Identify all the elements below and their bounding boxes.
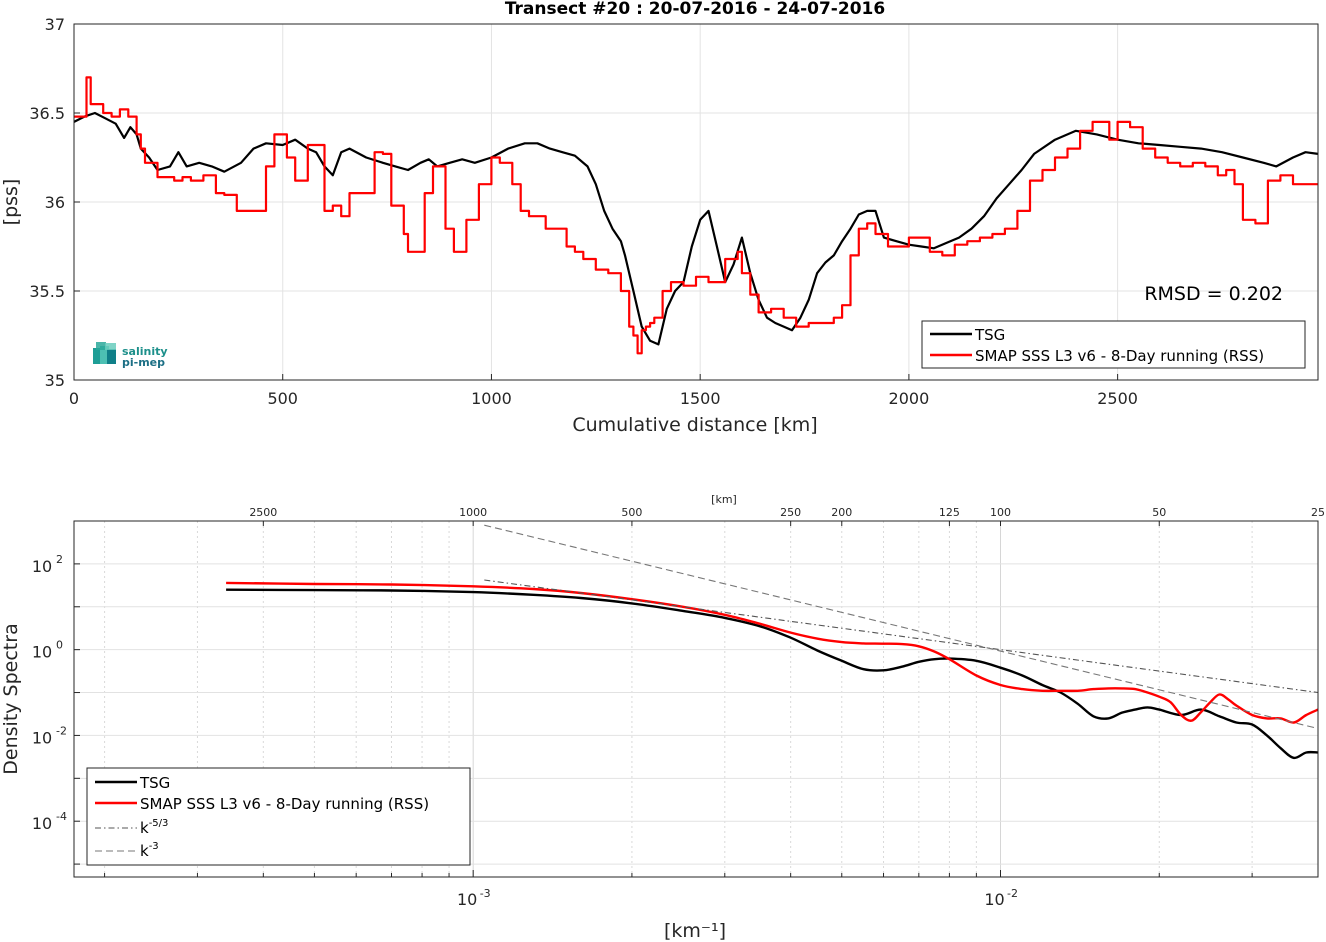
top-tick-label: 100: [990, 506, 1011, 519]
x-tick-label: 0: [69, 389, 79, 408]
x-tick-exponent: -3: [480, 887, 491, 900]
salinity-transect-chart: Transect #20 : 20-07-2016 - 24-07-2016 0…: [0, 0, 1319, 436]
rmsd-annotation: RMSD = 0.202: [1144, 283, 1283, 305]
bottom-legend: TSG SMAP SSS L3 v6 - 8-Day running (RSS)…: [86, 767, 471, 866]
top-y-axis: 35 35.5 36 36.5 37: [29, 15, 80, 390]
top-tick-label: 125: [939, 506, 960, 519]
legend-label-k53: k-5/3: [140, 818, 168, 837]
x-tick-label: 10: [984, 890, 1004, 909]
bottom-y-axis: 10 2 10 0 10 -2 10 -4: [32, 553, 80, 865]
x-tick-label: 2000: [889, 389, 930, 408]
x-tick-label: 2500: [1097, 389, 1138, 408]
chart-title: Transect #20 : 20-07-2016 - 24-07-2016: [505, 0, 885, 19]
top-tick-label: 500: [621, 506, 642, 519]
top-grid: [74, 24, 1318, 380]
top-legend-box: [921, 320, 1306, 369]
series-line-smap: [74, 76, 1318, 355]
x-tick-label: 500: [267, 389, 298, 408]
top-plot-area: [73, 76, 1319, 355]
legend-label-tsg: TSG: [974, 326, 1005, 344]
bottom-top-km-axis: 2500 1000 500 250 200 125 100 50 25: [249, 506, 1325, 526]
bottom-plot-area: [226, 524, 1318, 760]
legend-label-k3-exp: -3: [149, 841, 159, 852]
bottom-x-axis: 10 -3 10 -2: [104, 870, 1319, 909]
y-tick-label: 35.5: [29, 282, 65, 301]
bottom-top-axis-label: [km]: [711, 493, 737, 506]
y-tick-label: 37: [45, 15, 65, 34]
legend-label-k53-base: k: [140, 819, 149, 837]
bottom-x-axis-label: [km⁻¹]: [664, 920, 726, 942]
x-tick-exponent: -2: [1007, 887, 1018, 900]
top-tick-label: 200: [831, 506, 852, 519]
x-tick-label: 10: [457, 890, 477, 909]
series-line-tsg: [226, 588, 1318, 760]
y-tick-exponent: 0: [56, 639, 63, 652]
legend-label-k53-exp: -5/3: [149, 818, 169, 829]
logo-text-line2: pi-mep: [122, 356, 165, 369]
legend-label-tsg: TSG: [139, 774, 170, 792]
salinity-pi-mep-logo: salinity pi-mep: [93, 342, 168, 369]
top-legend: TSG SMAP SSS L3 v6 - 8-Day running (RSS): [921, 320, 1306, 369]
bottom-y-axis-label: Density Spectra: [0, 623, 22, 774]
y-tick-label: 10: [32, 557, 52, 576]
y-tick-label: 36.5: [29, 104, 65, 123]
series-line-smap: [226, 581, 1318, 724]
bottom-axes-box: [73, 520, 1319, 878]
y-tick-label: 10: [32, 643, 52, 662]
bottom-legend-box: [86, 767, 471, 866]
legend-label-smap: SMAP SSS L3 v6 - 8-Day running (RSS): [140, 795, 429, 813]
top-x-axis-label: Cumulative distance [km]: [572, 414, 817, 436]
top-tick-label: 25: [1311, 506, 1325, 519]
y-tick-label: 10: [32, 728, 52, 747]
y-tick-label: 35: [45, 371, 65, 390]
top-tick-label: 250: [780, 506, 801, 519]
y-tick-exponent: 2: [56, 553, 63, 566]
reference-line-k3: [484, 524, 1318, 730]
top-y-axis-label: [pss]: [0, 179, 22, 226]
y-tick-exponent: -4: [56, 810, 67, 823]
top-tick-label: 1000: [459, 506, 487, 519]
top-x-axis: 0 500 1000 1500 2000 2500: [69, 374, 1138, 408]
density-spectra-chart: 10 -3 10 -2 2500 1000 500 250 200 125 100 50 25 10 2…: [0, 493, 1325, 942]
legend-label-k3: k-3: [140, 841, 159, 860]
top-tick-label: 2500: [249, 506, 277, 519]
top-tick-label: 50: [1152, 506, 1166, 519]
reference-line-k53: [484, 579, 1318, 694]
legend-label-k3-base: k: [140, 842, 149, 860]
x-tick-label: 1500: [680, 389, 721, 408]
series-line-tsg: [73, 111, 1319, 346]
y-tick-label: 10: [32, 814, 52, 833]
x-tick-label: 1000: [471, 389, 512, 408]
y-tick-label: 36: [45, 193, 65, 212]
y-tick-exponent: -2: [56, 724, 67, 737]
logo-text-line1: salinity: [122, 345, 168, 358]
legend-label-smap: SMAP SSS L3 v6 - 8-Day running (RSS): [975, 347, 1264, 365]
